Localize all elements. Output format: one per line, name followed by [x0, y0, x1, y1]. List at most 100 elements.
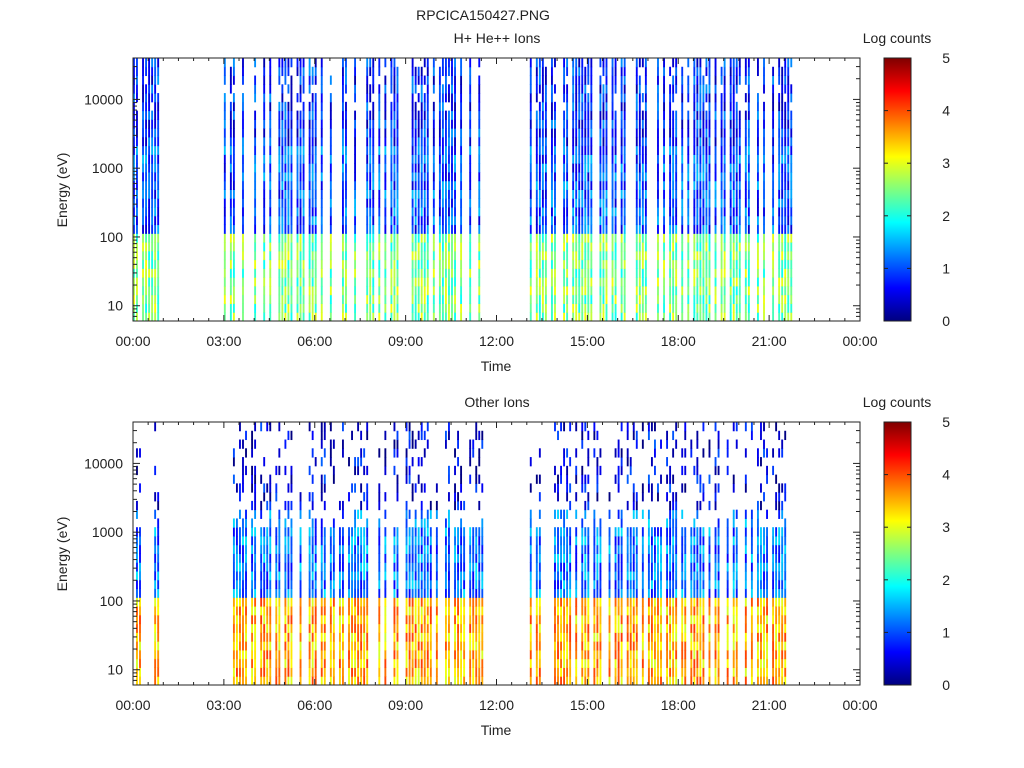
spectrogram-cell: [551, 66, 553, 77]
spectrogram-cell: [251, 614, 254, 625]
spectrogram-cell: [605, 224, 608, 234]
spectrogram-cell: [529, 632, 532, 642]
spectrogram-cell: [478, 242, 481, 252]
spectrogram-cell: [420, 509, 423, 519]
spectrogram-cell: [157, 588, 160, 598]
spectrogram-cell: [423, 93, 426, 103]
spectrogram-cell: [314, 277, 317, 287]
spectrogram-cell: [151, 128, 154, 138]
spectrogram-cell: [414, 215, 417, 226]
spectrogram-cell: [323, 527, 326, 537]
spectrogram-cell: [251, 641, 254, 651]
spectrogram-cell: [223, 207, 226, 217]
spectrogram-cell: [423, 171, 426, 182]
spectrogram-cell: [275, 465, 278, 476]
spectrogram-cell: [451, 93, 453, 103]
spectrogram-cell: [378, 224, 381, 234]
spectrogram-cell: [581, 242, 584, 252]
spectrogram-cell: [384, 641, 387, 651]
spectrogram-cell: [672, 215, 675, 226]
spectrogram-cell: [481, 439, 484, 449]
spectrogram-cell: [638, 110, 641, 120]
spectrogram-cell: [342, 101, 344, 112]
spectrogram-cell: [614, 303, 617, 313]
spectrogram-cell: [438, 101, 441, 112]
spectrogram-cell: [311, 312, 314, 322]
spectrogram-cell: [708, 312, 711, 322]
spectrogram-cell: [448, 676, 450, 686]
spectrogram-cell: [348, 553, 350, 563]
spectrogram-cell: [435, 571, 438, 581]
spectrogram-cell: [235, 588, 238, 598]
spectrogram-cell: [242, 93, 244, 103]
spectrogram-cell: [242, 128, 244, 138]
spectrogram-cell: [308, 145, 311, 155]
spectrogram-cell: [457, 544, 459, 554]
spectrogram-cell: [320, 58, 323, 68]
spectrogram-cell: [602, 84, 605, 94]
spectrogram-cell: [448, 571, 450, 581]
spectrogram-cell: [693, 163, 696, 173]
spectrogram-cell: [454, 180, 456, 190]
spectrogram-cell: [139, 641, 141, 651]
spectrogram-cell: [354, 294, 357, 304]
spectrogram-cell: [229, 312, 232, 322]
spectrogram-cell: [693, 128, 696, 138]
spectrogram-cell: [284, 667, 287, 677]
spectrogram-cell: [223, 294, 226, 304]
spectrogram-cell: [287, 189, 290, 199]
spectrogram-cell: [354, 571, 357, 581]
spectrogram-cell: [290, 562, 293, 572]
spectrogram-cell: [378, 119, 381, 129]
spectrogram-cell: [157, 110, 160, 120]
spectrogram-cell: [538, 579, 541, 590]
spectrogram-cell: [284, 101, 287, 112]
spectrogram-cell: [278, 198, 281, 208]
spectrogram-cell: [747, 303, 750, 313]
spectrogram-cell: [290, 553, 293, 563]
spectrogram-cell: [148, 93, 151, 103]
spectrogram-cell: [669, 303, 672, 313]
spectrogram-cell: [354, 457, 357, 467]
spectrogram-cell: [578, 101, 581, 112]
spectrogram-cell: [448, 562, 450, 572]
spectrogram-cell: [284, 259, 287, 269]
spectrogram-cell: [351, 649, 353, 660]
spectrogram-cell: [338, 571, 341, 581]
spectrogram-cell: [396, 189, 399, 199]
spectrogram-cell: [139, 614, 141, 625]
spectrogram-cell: [384, 233, 387, 243]
spectrogram-cell: [538, 163, 541, 173]
spectrogram-cell: [763, 119, 765, 129]
spectrogram-cell: [732, 224, 735, 234]
spectrogram-cell: [342, 597, 344, 607]
y-tick-label: 10: [107, 298, 123, 314]
spectrogram-cell: [657, 215, 659, 226]
spectrogram-cell: [329, 198, 332, 208]
spectrogram-cell: [139, 483, 141, 493]
spectrogram-cell: [590, 84, 593, 94]
spectrogram-cell: [541, 180, 544, 190]
spectrogram-cell: [393, 614, 396, 625]
spectrogram-cell: [302, 215, 305, 226]
spectrogram-cell: [441, 119, 444, 129]
spectrogram-cell: [657, 75, 659, 85]
spectrogram-cell: [296, 119, 299, 129]
spectrogram-cell: [432, 312, 435, 322]
spectrogram-cell: [535, 259, 538, 269]
spectrogram-cell: [732, 66, 735, 77]
spectrogram-cell: [393, 285, 396, 296]
spectrogram-cell: [314, 606, 317, 616]
spectrogram-cell: [451, 154, 453, 164]
spectrogram-cell: [408, 527, 411, 537]
spectrogram-cell: [469, 474, 472, 484]
spectrogram-cell: [566, 154, 569, 164]
spectrogram-cell: [672, 259, 675, 269]
spectrogram-cell: [302, 207, 305, 217]
spectrogram-cell: [441, 250, 444, 261]
spectrogram-cell: [260, 632, 263, 642]
spectrogram-cell: [747, 294, 750, 304]
spectrogram-cell: [641, 312, 644, 322]
spectrogram-cell: [696, 259, 699, 269]
spectrogram-cell: [720, 110, 723, 120]
